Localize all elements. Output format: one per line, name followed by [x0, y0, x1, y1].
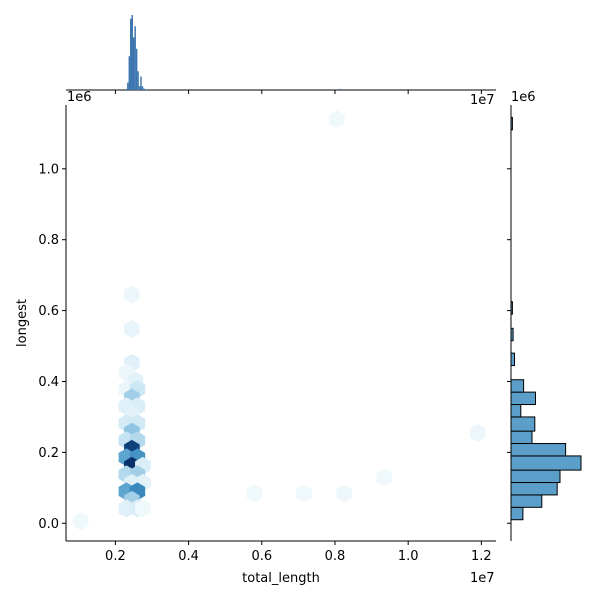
top-hist-bar [127, 82, 129, 90]
hexbin-cell [376, 468, 393, 487]
top-hist-bar [144, 89, 147, 90]
hexbin-cell [469, 423, 486, 442]
right-hist-bar [510, 494, 543, 508]
hexbin-cell [72, 512, 89, 531]
y-tick-label: 0.0 [38, 517, 59, 532]
right-hist-bar [510, 352, 515, 367]
hexbin-cell [336, 484, 352, 503]
top-marginal-histogram [66, 15, 496, 91]
x-offset-label: 1e7 [470, 571, 495, 586]
right-hist-bar [510, 116, 513, 131]
hexbin-cell [124, 320, 140, 339]
x-offset-label-top: 1e7 [470, 93, 495, 108]
hexbin-cell [124, 285, 140, 304]
right-hist-bar [510, 506, 524, 521]
top-hist-bar [134, 26, 136, 90]
axes: 0.2 0.4 0.6 0.8 1.0 1.2 0.0 0.2 0.4 0.6 0.8 1.0 [38, 90, 511, 564]
right-hist-bar [510, 391, 536, 406]
x-tick-label: 0.8 [325, 549, 346, 564]
top-hist-bar [128, 56, 131, 90]
x-tick-label: 1.0 [398, 549, 419, 564]
y-tick-label: 0.2 [38, 446, 59, 461]
right-hist-bar [510, 430, 533, 445]
x-tick-label: 0.2 [105, 549, 126, 564]
top-hist-bar [140, 76, 142, 90]
top-hist-bar [138, 86, 141, 90]
right-hist-bar [510, 404, 522, 418]
y-tick-label: 0.6 [38, 304, 59, 319]
x-axis-label: total_length [242, 571, 320, 586]
top-hist-bar [135, 48, 138, 90]
right-hist-bar [510, 327, 514, 342]
top-hist-bar [130, 18, 132, 90]
right-marginal-histogram [510, 105, 582, 541]
y-tick-label: 1.0 [38, 162, 59, 177]
top-hist-bar [141, 86, 144, 90]
y-offset-label-right: 1e6 [511, 90, 536, 105]
y-tick-label: 0.8 [38, 233, 59, 248]
right-hist-bar [510, 443, 567, 457]
top-hist-bar [131, 15, 133, 90]
y-tick-label: 0.4 [38, 375, 59, 390]
top-hist-bar [148, 89, 150, 90]
y-axis-label: longest [15, 299, 30, 347]
top-hist-bar [143, 88, 145, 90]
right-hist-bar [510, 301, 513, 315]
hexbin-cell [135, 499, 151, 518]
y-offset-label: 1e6 [67, 90, 92, 105]
hexbin-cell [296, 484, 312, 503]
right-hist-bar [510, 482, 558, 496]
x-tick-label: 0.6 [251, 549, 272, 564]
right-hist-bar [510, 469, 561, 484]
x-tick-label: 1.2 [471, 549, 492, 564]
x-tick-label: 0.4 [178, 549, 199, 564]
hexbin-cell [246, 484, 263, 503]
hexbin-cell [329, 110, 345, 129]
right-hist-bar [510, 379, 525, 393]
top-hist-bar [137, 71, 139, 90]
top-hist-bar [338, 88, 341, 90]
right-hist-bar [510, 455, 582, 471]
top-hist-bar [132, 37, 135, 90]
right-hist-bar [510, 416, 536, 432]
main-plot [72, 110, 486, 531]
